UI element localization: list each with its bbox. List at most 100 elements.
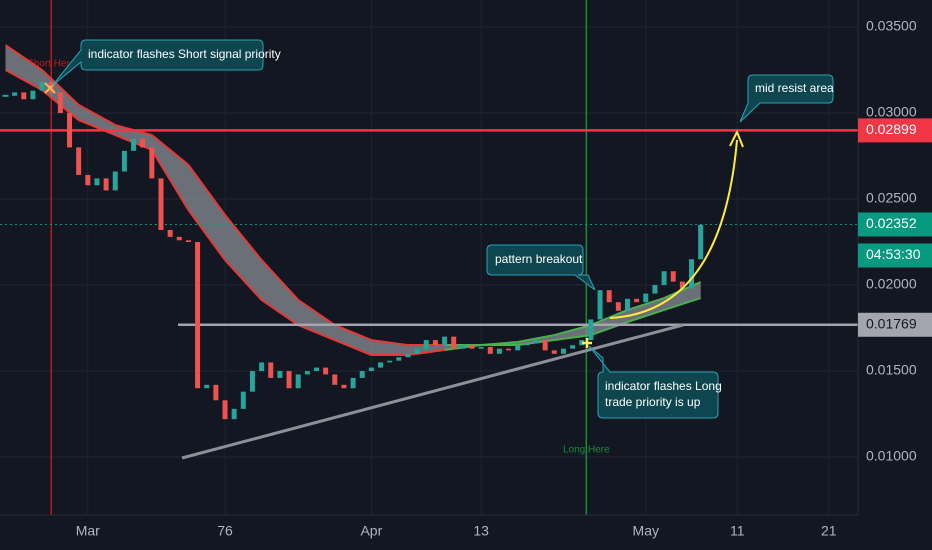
price-label-box	[858, 118, 932, 143]
price-label: 0.02899	[866, 121, 917, 137]
ribbon-slow-line	[41, 69, 80, 106]
ribbon-slow-line	[187, 164, 226, 216]
candle	[451, 336, 457, 349]
callout-box	[739, 74, 834, 123]
candle	[94, 178, 100, 186]
candle	[469, 345, 475, 349]
callout: pattern breakout	[486, 244, 596, 291]
ribbon-slow-line	[4, 44, 43, 71]
candle	[286, 371, 292, 389]
candle	[634, 298, 640, 303]
callout: mid resist area	[739, 74, 834, 123]
ribbon-slow-line	[297, 299, 336, 326]
x-tick-label: Apr	[360, 523, 382, 539]
candle	[231, 408, 237, 420]
price-label: 0.02352	[866, 215, 917, 231]
candle	[679, 281, 685, 289]
price-label-box	[858, 212, 932, 237]
callout-text: pattern breakout	[495, 252, 583, 266]
long-marker	[582, 338, 592, 348]
ribbon-slow-line	[554, 334, 592, 342]
candle	[405, 353, 411, 358]
candle	[387, 360, 393, 363]
candle	[689, 259, 695, 289]
ribbon-fast-line	[590, 309, 628, 327]
candle	[442, 336, 448, 346]
candle	[506, 348, 512, 351]
candle	[487, 346, 493, 354]
candle	[341, 384, 347, 389]
candle	[643, 293, 649, 303]
ribbon-fast-line	[5, 69, 43, 91]
arrow-head	[729, 129, 744, 148]
candle	[12, 92, 18, 96]
ribbon-slow-line	[151, 134, 190, 166]
candle	[195, 242, 201, 389]
ribbon-fast-line	[78, 119, 116, 136]
callout-box	[51, 39, 264, 87]
candle	[67, 113, 73, 148]
candle	[524, 343, 530, 346]
x-tick-label: Mar	[76, 523, 100, 539]
x-tick-label: 11	[730, 523, 745, 539]
candle	[103, 178, 109, 191]
candle	[460, 345, 466, 349]
ribbon-slow-line	[663, 297, 701, 311]
candle	[350, 377, 356, 389]
x-tick-label: 76	[217, 523, 233, 539]
candle	[414, 348, 420, 354]
signal-label: Long Here	[563, 445, 610, 456]
candle	[21, 92, 27, 100]
candle	[542, 340, 548, 351]
x-tick-label: May	[633, 523, 659, 539]
candle	[570, 345, 576, 349]
grid	[0, 0, 858, 515]
ribbon-slow-line	[78, 104, 116, 126]
candle	[213, 384, 219, 401]
candle	[57, 92, 63, 114]
candle	[652, 285, 658, 294]
x-tick-label: 21	[821, 523, 837, 539]
ribbon-slow-line	[627, 309, 665, 323]
candle	[359, 371, 365, 378]
callout: indicator flashes Short signal priority	[51, 39, 281, 87]
candle	[249, 371, 255, 392]
candle	[624, 298, 630, 311]
y-tick-label: 0.01500	[866, 362, 917, 378]
candle	[496, 348, 502, 354]
candle	[204, 384, 210, 389]
candle	[76, 147, 82, 175]
candle	[323, 367, 329, 375]
candle	[304, 371, 310, 375]
candle	[259, 362, 265, 372]
callout-text: trade priority is up	[605, 395, 701, 409]
candle	[39, 82, 45, 91]
y-tick-label: 0.01000	[866, 448, 917, 464]
callout-box	[486, 244, 596, 291]
callout-text: indicator flashes Long	[605, 379, 722, 393]
ribbon-slow-line	[334, 324, 372, 341]
candle	[533, 340, 539, 344]
candle	[597, 290, 603, 320]
candle	[295, 374, 301, 389]
ribbon-fast-line	[297, 324, 336, 341]
candle	[140, 138, 146, 148]
candle	[240, 391, 246, 409]
ribbon-slow-line	[371, 339, 409, 347]
candle	[131, 138, 137, 151]
y-tick-label: 0.02500	[866, 190, 917, 206]
candle	[332, 374, 338, 385]
candle	[368, 367, 374, 372]
candle	[176, 236, 182, 241]
candle	[432, 340, 438, 346]
candle	[277, 371, 283, 378]
candle	[551, 350, 557, 354]
ribbon-fast-line	[224, 259, 263, 301]
ribbon-fast-line	[150, 149, 190, 211]
candle	[222, 400, 228, 420]
candle	[560, 348, 566, 354]
candle	[149, 147, 155, 179]
candle	[167, 229, 173, 237]
